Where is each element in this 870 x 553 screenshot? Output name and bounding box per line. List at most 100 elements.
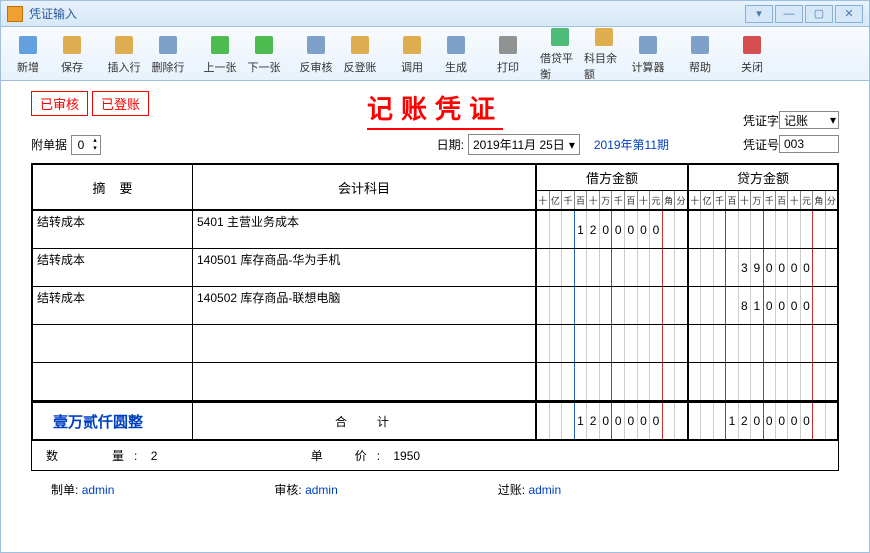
auditor-label: 审核: — [274, 483, 301, 497]
help-icon — [688, 33, 712, 57]
dropdown-btn[interactable]: ▾ — [745, 5, 773, 23]
cell-debit[interactable] — [537, 287, 687, 324]
cell-subject[interactable]: 140502 库存商品-联想电脑 — [193, 287, 537, 324]
cell-debit[interactable] — [537, 325, 687, 362]
table-row[interactable]: 结转成本140502 库存商品-联想电脑 810000 — [33, 287, 837, 325]
grid-header: 摘要 会计科目 借方金额 十亿千百十万千百十元角分 贷方金额 十亿千百十万千百十… — [33, 165, 837, 211]
toolbar-help[interactable]: 帮助 — [679, 30, 721, 78]
header-subject: 会计科目 — [193, 165, 537, 209]
toolbar-calc[interactable]: 计算器 — [627, 30, 669, 78]
table-row[interactable]: 结转成本5401 主营业务成本1200000 — [33, 211, 837, 249]
subbal-icon — [592, 26, 616, 48]
qty-input[interactable] — [151, 449, 251, 464]
voucher-meta-right: 凭证字 记账▾ 凭证号 003 — [743, 111, 839, 153]
table-row[interactable] — [33, 363, 837, 401]
cell-debit[interactable] — [537, 249, 687, 286]
toolbar-gen[interactable]: 生成 — [435, 30, 477, 78]
toolbar-close[interactable]: 关闭 — [731, 30, 773, 78]
attach-value[interactable] — [72, 138, 90, 152]
cell-summary[interactable]: 结转成本 — [33, 287, 193, 324]
delete-icon — [156, 33, 180, 57]
header-summary: 摘要 — [33, 165, 193, 209]
stamp: 已审核 — [31, 91, 88, 116]
titlebar: 凭证输入 ▾ — ▢ ✕ — [1, 1, 869, 27]
maker-label: 制单: — [51, 483, 78, 497]
total-row: 壹万贰仟圆整 合计 1200000 1200000 — [33, 401, 837, 439]
toolbar-subbal[interactable]: 科目余额 — [583, 30, 625, 78]
attach-label: 附单据 — [31, 136, 67, 153]
next-icon — [252, 33, 276, 57]
minimize-btn[interactable]: — — [775, 5, 803, 23]
price-label: 单 价: — [311, 449, 390, 463]
header-credit: 贷方金额 十亿千百十万千百十元角分 — [687, 165, 837, 209]
total-label: 合计 — [193, 403, 537, 439]
toolbar-save[interactable]: 保存 — [51, 30, 93, 78]
toolbar-print[interactable]: 打印 — [487, 30, 529, 78]
voucher-word-label: 凭证字 — [743, 112, 779, 129]
voucher-no-input[interactable]: 003 — [779, 135, 839, 153]
poster-label: 过账: — [498, 483, 525, 497]
unpost-icon — [348, 33, 372, 57]
toolbar-next[interactable]: 下一张 — [243, 30, 285, 78]
call-icon — [400, 33, 424, 57]
toolbar-insert[interactable]: 插入行 — [103, 30, 145, 78]
cell-credit[interactable] — [687, 325, 837, 362]
toolbar-unpost[interactable]: 反登账 — [339, 30, 381, 78]
price-input[interactable] — [393, 449, 493, 464]
voucher-window: 凭证输入 ▾ — ▢ ✕ 新增保存插入行删除行上一张下一张反审核反登账调用生成打… — [0, 0, 870, 553]
cell-debit[interactable]: 1200000 — [537, 211, 687, 248]
window-buttons: ▾ — ▢ ✕ — [745, 5, 863, 23]
period-text: 2019年第11期 — [594, 136, 669, 153]
attach-spinner[interactable]: ▴▾ — [71, 135, 101, 155]
cell-credit[interactable]: 810000 — [687, 287, 837, 324]
toolbar-prev[interactable]: 上一张 — [199, 30, 241, 78]
maker-value: admin — [82, 483, 115, 497]
date-select[interactable]: 2019年11月 25日▾ — [468, 134, 580, 155]
auditor-value: admin — [305, 483, 338, 497]
voucher-no-label: 凭证号 — [743, 136, 779, 153]
maximize-btn[interactable]: ▢ — [805, 5, 833, 23]
table-row[interactable] — [33, 325, 837, 363]
date-label: 日期: — [437, 136, 464, 153]
cell-credit[interactable] — [687, 211, 837, 248]
toolbar-call[interactable]: 调用 — [391, 30, 433, 78]
cell-subject[interactable] — [193, 325, 537, 362]
toolbar-unaudit[interactable]: 反审核 — [295, 30, 337, 78]
cell-summary[interactable]: 结转成本 — [33, 249, 193, 286]
cell-summary[interactable] — [33, 363, 193, 400]
signers-row: 制单: admin 审核: admin 过账: admin — [31, 481, 839, 498]
cell-debit[interactable] — [537, 363, 687, 400]
cell-subject[interactable] — [193, 363, 537, 400]
table-row[interactable]: 结转成本140501 库存商品-华为手机 390000 — [33, 249, 837, 287]
qty-label: 数 量: — [46, 449, 147, 463]
print-icon — [496, 33, 520, 57]
header-debit: 借方金额 十亿千百十万千百十元角分 — [537, 165, 687, 209]
toolbar-delete[interactable]: 删除行 — [147, 30, 189, 78]
app-icon — [7, 6, 23, 22]
gen-icon — [444, 33, 468, 57]
cell-credit[interactable] — [687, 363, 837, 400]
total-words: 壹万贰仟圆整 — [33, 403, 193, 439]
toolbar-new[interactable]: 新增 — [7, 30, 49, 78]
poster-value: admin — [528, 483, 561, 497]
cell-subject[interactable]: 5401 主营业务成本 — [193, 211, 537, 248]
cell-credit[interactable]: 390000 — [687, 249, 837, 286]
unaudit-icon — [304, 33, 328, 57]
balance-icon — [548, 26, 572, 48]
document-title: 记账凭证 — [367, 89, 503, 130]
toolbar: 新增保存插入行删除行上一张下一张反审核反登账调用生成打印借贷平衡科目余额计算器帮… — [1, 27, 869, 81]
save-icon — [60, 33, 84, 57]
voucher-word-select[interactable]: 记账▾ — [779, 111, 839, 129]
close-window-btn[interactable]: ✕ — [835, 5, 863, 23]
cell-summary[interactable] — [33, 325, 193, 362]
bottom-info: 数 量: 单 价: — [31, 441, 839, 471]
cell-subject[interactable]: 140501 库存商品-华为手机 — [193, 249, 537, 286]
insert-icon — [112, 33, 136, 57]
toolbar-balance[interactable]: 借贷平衡 — [539, 30, 581, 78]
window-title: 凭证输入 — [29, 5, 745, 22]
stamp: 已登账 — [92, 91, 149, 116]
cell-summary[interactable]: 结转成本 — [33, 211, 193, 248]
prev-icon — [208, 33, 232, 57]
content-area: 已审核已登账 记账凭证 凭证字 记账▾ 凭证号 003 附单据 ▴▾ 日期: 2… — [1, 81, 869, 508]
new-icon — [16, 33, 40, 57]
